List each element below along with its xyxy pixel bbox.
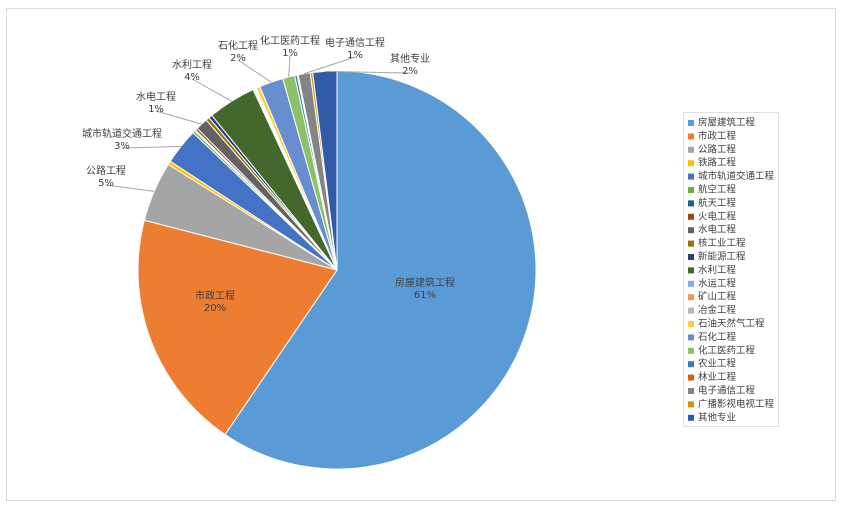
legend-swatch xyxy=(688,280,694,287)
slice-value-label: 1% xyxy=(347,50,363,61)
legend-label: 公路工程 xyxy=(698,143,737,155)
legend-swatch xyxy=(688,401,694,408)
leader-line xyxy=(105,184,155,192)
slice-value-label: 5% xyxy=(98,178,114,189)
legend-label: 矿山工程 xyxy=(698,291,737,303)
slice-label: 水利工程 xyxy=(172,59,212,71)
slice-label: 房屋建筑工程 xyxy=(395,276,455,289)
legend-label: 水运工程 xyxy=(698,277,737,289)
legend-swatch xyxy=(688,321,694,327)
leader-line xyxy=(288,54,291,77)
slice-label: 其他专业 xyxy=(390,52,430,65)
leader-line xyxy=(304,56,356,75)
legend-swatch xyxy=(688,361,694,368)
legend-swatch xyxy=(688,160,694,167)
slice-value-label: 1% xyxy=(282,48,298,59)
legend-swatch xyxy=(688,227,694,234)
legend-label: 电子通信工程 xyxy=(698,385,756,397)
leader-line xyxy=(237,59,272,83)
legend-swatch xyxy=(688,146,694,153)
legend-label: 冶金工程 xyxy=(698,304,737,316)
legend-swatch xyxy=(688,240,694,247)
legend-label: 化工医药工程 xyxy=(698,344,756,356)
legend-label: 城市轨道交通工程 xyxy=(698,170,775,182)
leader-line xyxy=(191,78,232,102)
legend-swatch xyxy=(688,374,694,381)
legend-swatch xyxy=(688,388,694,394)
leader-line xyxy=(121,145,181,149)
slice-label: 市政工程 xyxy=(195,289,235,302)
legend-swatch xyxy=(688,213,694,220)
slice-label: 水电工程 xyxy=(136,90,176,103)
slice-label: 公路工程 xyxy=(86,164,126,177)
legend-swatch xyxy=(688,187,694,193)
legend-label: 水利工程 xyxy=(698,264,737,276)
slice-value-label: 20% xyxy=(204,303,226,314)
legend-label: 石油天然气工程 xyxy=(698,318,765,330)
legend-label: 市政工程 xyxy=(698,130,737,142)
slice-label: 城市轨道交通工程 xyxy=(82,127,162,140)
slice-value-label: 61% xyxy=(414,290,436,301)
legend-label: 石化工程 xyxy=(698,331,737,343)
legend-label: 其他专业 xyxy=(698,411,736,423)
legend-swatch xyxy=(688,120,694,126)
legend-swatch xyxy=(688,347,694,354)
legend-swatch xyxy=(688,307,694,314)
slice-label: 石化工程 xyxy=(218,39,258,52)
leader-line xyxy=(324,70,411,74)
slice-value-label: 2% xyxy=(402,66,418,77)
legend-label: 农业工程 xyxy=(698,358,737,370)
legend-box xyxy=(683,112,779,427)
legend-label: 航天工程 xyxy=(698,197,737,209)
legend-label: 火电工程 xyxy=(698,210,737,222)
slice-value-label: 2% xyxy=(230,53,246,64)
slice-value-label: 4% xyxy=(184,72,200,83)
leader-line xyxy=(155,110,202,125)
slice-label: 化工医药工程 xyxy=(260,34,320,47)
legend-label: 房屋建筑工程 xyxy=(698,117,756,129)
legend-label: 林业工程 xyxy=(698,371,737,383)
legend-swatch xyxy=(688,334,694,341)
legend-label: 新能源工程 xyxy=(698,251,746,263)
legend-swatch xyxy=(688,294,694,301)
slice-label: 电子通信工程 xyxy=(325,36,385,49)
legend-swatch xyxy=(688,200,694,207)
pie-slice xyxy=(137,219,338,436)
legend-label: 广播影视电视工程 xyxy=(698,398,775,410)
legend-label: 水电工程 xyxy=(698,224,737,236)
legend-swatch xyxy=(688,414,694,421)
pie-slice xyxy=(224,70,537,470)
legend-label: 核工业工程 xyxy=(698,237,746,249)
legend-swatch xyxy=(688,267,694,274)
slice-value-label: 1% xyxy=(148,104,164,115)
legend-label: 铁路工程 xyxy=(698,157,737,169)
slice-value-label: 3% xyxy=(114,141,130,152)
legend-label: 航空工程 xyxy=(698,184,737,196)
legend-swatch xyxy=(688,254,694,260)
legend-swatch xyxy=(688,133,694,140)
legend-swatch xyxy=(688,173,694,180)
